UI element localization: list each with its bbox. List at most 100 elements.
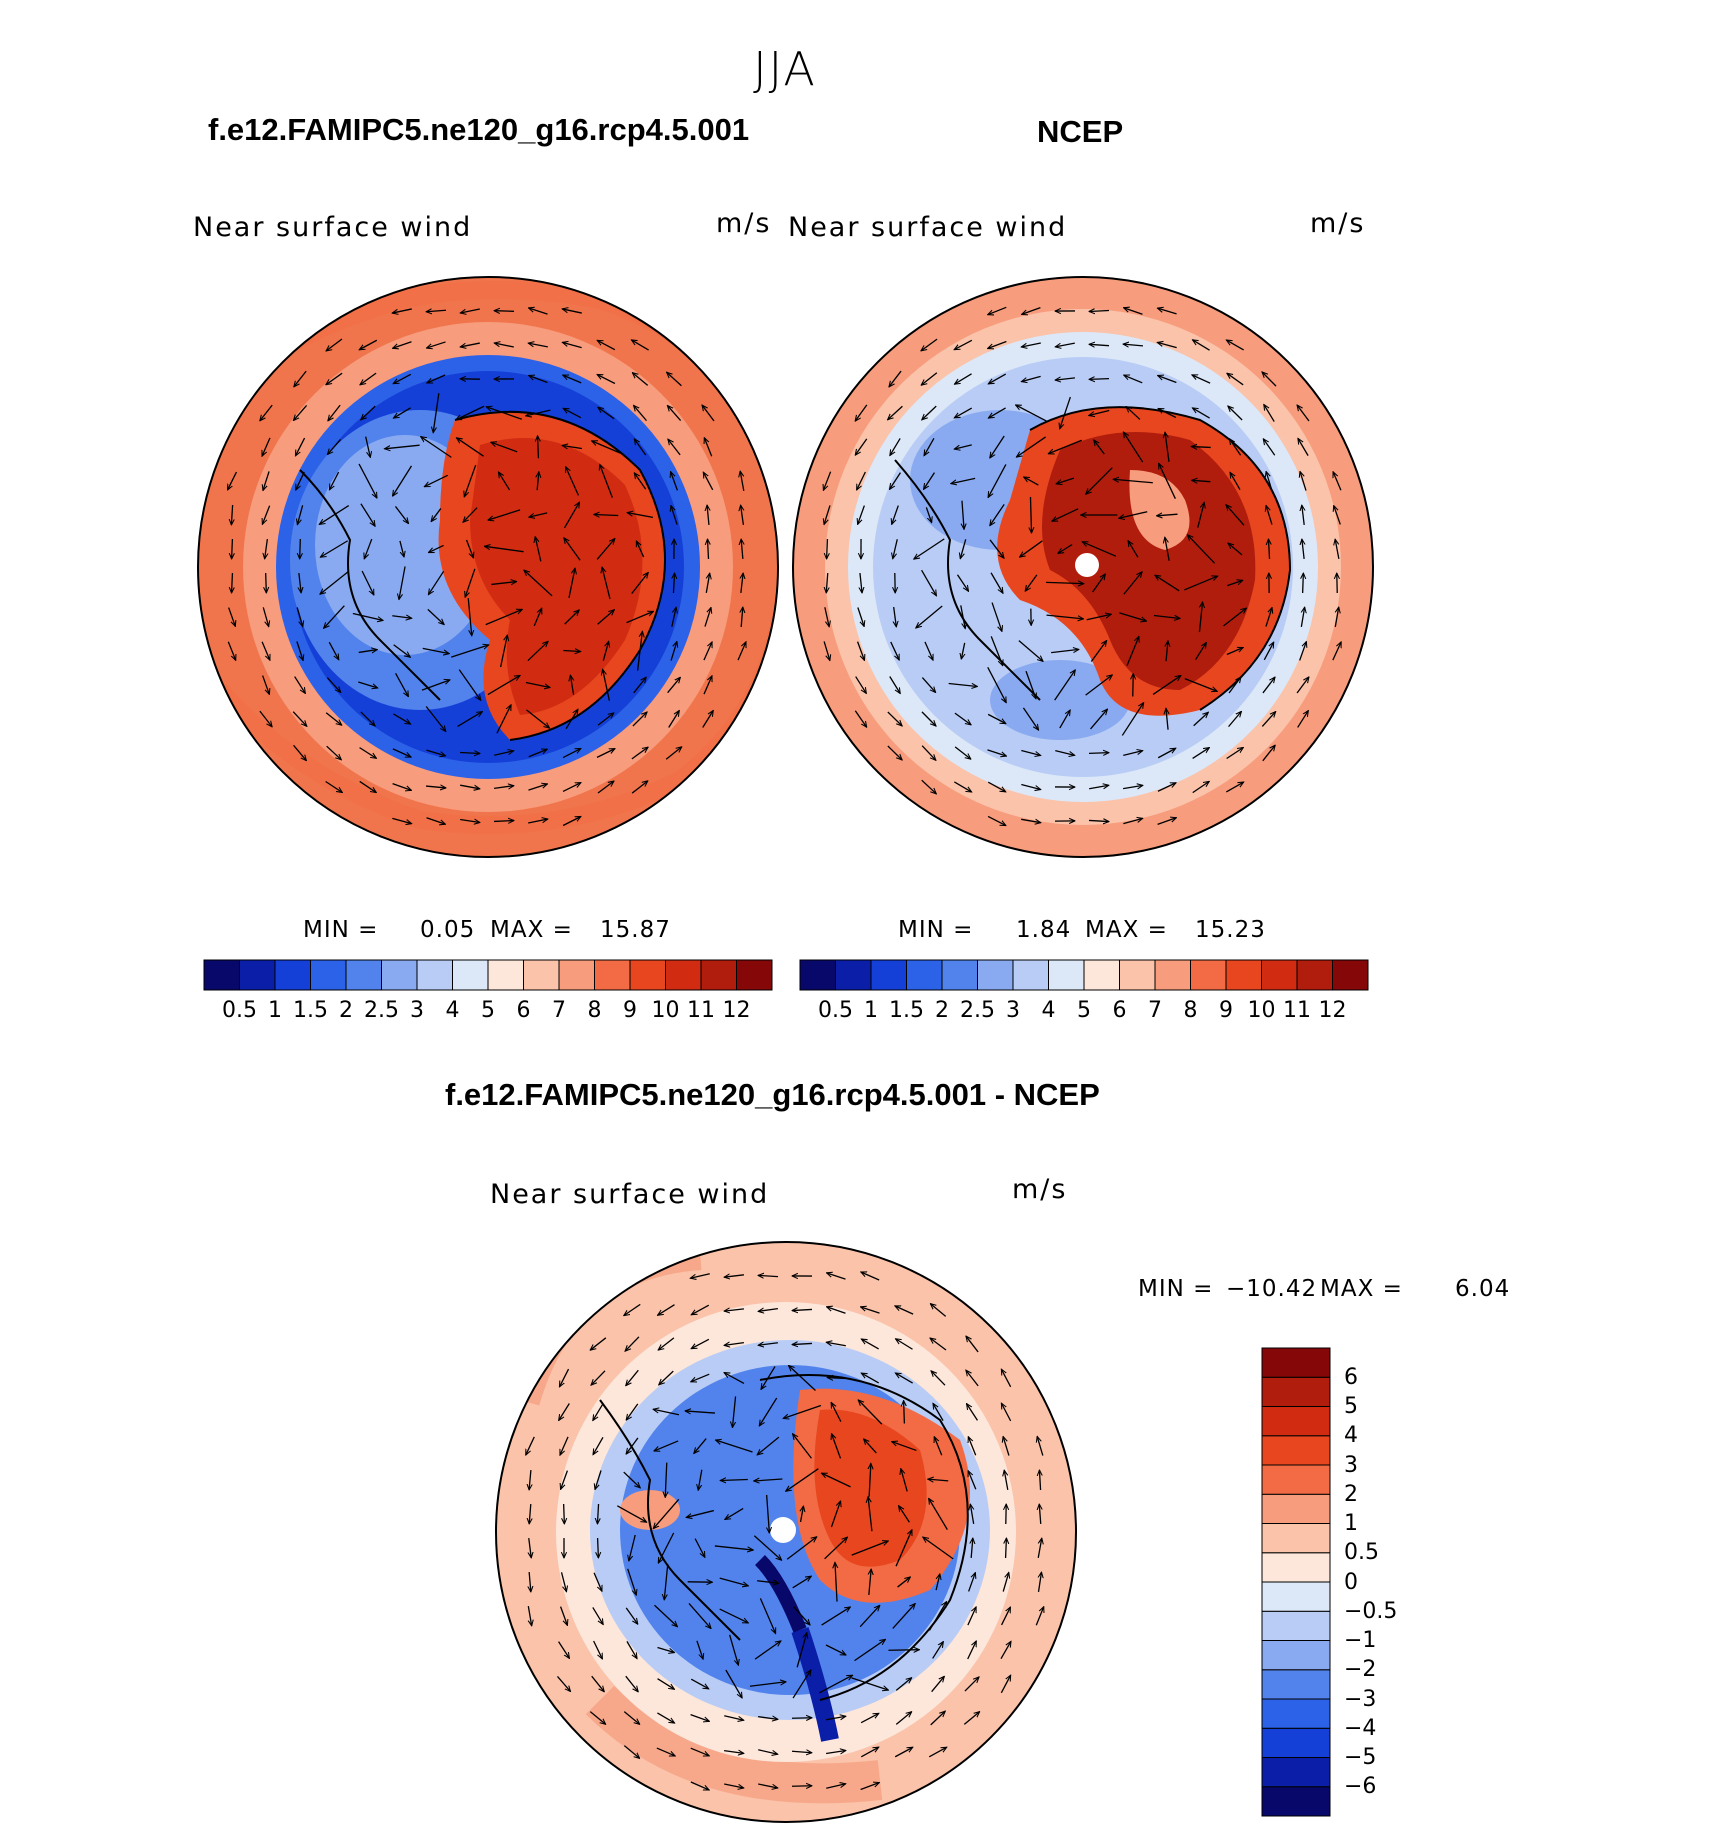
- panel2-colorbar-color-box: [1332, 959, 1369, 991]
- panel1-colorbar-color-box: [487, 959, 524, 991]
- panel2-colorbar: [799, 959, 1369, 991]
- panel3-colorbar-tick-label: −3: [1344, 1686, 1377, 1712]
- panel2-colorbar-color-box: [977, 959, 1014, 991]
- panel2-colorbar-color-box: [1225, 959, 1262, 991]
- panel2-colorbar-tick-label: 4: [1041, 998, 1056, 1023]
- panel2-colorbar-color-box: [1296, 959, 1333, 991]
- panel3-colorbar-color-box: [1261, 1347, 1331, 1378]
- panel2-colorbar-tick-label: 6: [1112, 998, 1127, 1023]
- panel2-colorbar-tick-label: 2: [935, 998, 949, 1023]
- panel1-min-value: 0.05: [420, 917, 476, 943]
- panel3-colorbar-color-box: [1261, 1464, 1331, 1495]
- panel3-colorbar: [1261, 1347, 1331, 1817]
- panel3-colorbar-tick-label: 1: [1344, 1511, 1358, 1536]
- panel3-colorbar-color-box: [1261, 1640, 1331, 1671]
- panel1-colorbar-color-box: [558, 959, 595, 991]
- panel2-colorbar-tick-label: 8: [1183, 998, 1198, 1023]
- panel2-colorbar-color-box: [906, 959, 943, 991]
- panel3-colorbar-color-box: [1261, 1493, 1331, 1524]
- panel1-colorbar-tick-label: 7: [552, 998, 566, 1023]
- panel3-colorbar-color-box: [1261, 1435, 1331, 1466]
- panel2-colorbar-tick-label: 1: [864, 998, 878, 1023]
- panel3-colorbar-color-box: [1261, 1610, 1331, 1641]
- panel3-colorbar-color-box: [1261, 1698, 1331, 1729]
- panel3-max-value: 6.04: [1455, 1276, 1511, 1302]
- panel2-max-value: 15.23: [1195, 917, 1266, 943]
- panel3-max-label: MAX =: [1320, 1276, 1403, 1302]
- panel2-colorbar-color-box: [1154, 959, 1191, 991]
- panel2-colorbar-tick-label: 2.5: [960, 998, 995, 1023]
- panel3-colorbar-tick-label: −1: [1344, 1628, 1377, 1653]
- panel3-colorbar-tick-label: −4: [1344, 1715, 1377, 1741]
- panel1-wind-vectors: [226, 308, 747, 827]
- panel1-units-label: m/s: [716, 208, 772, 239]
- panel3-colorbar-tick-label: 6: [1344, 1364, 1358, 1390]
- panel1-colorbar-color-box: [416, 959, 453, 991]
- panel2-colorbar-tick-label: 11: [1283, 998, 1311, 1023]
- panel2-units-label: m/s: [1310, 208, 1366, 239]
- panel1-colorbar-tick-label: 2: [339, 998, 353, 1023]
- panel3-min-label: MIN =: [1138, 1276, 1214, 1302]
- panel3-colorbar-color-box: [1261, 1669, 1331, 1700]
- panel2-colorbar-color-box: [1119, 959, 1156, 991]
- panel2-colorbar-tick-label: 0.5: [818, 998, 853, 1023]
- panel2-colorbar-color-box: [1012, 959, 1049, 991]
- panel1-colorbar-tick-label: 12: [722, 998, 751, 1023]
- panel3-colorbar-tick-label: −5: [1344, 1745, 1377, 1770]
- panel1-title: f.e12.FAMIPC5.ne120_g16.rcp4.5.001: [208, 112, 750, 147]
- panel2-colorbar-tick-label: 3: [1006, 998, 1020, 1023]
- panel1-colorbar-color-box: [452, 959, 489, 991]
- panel1-colorbar-color-box: [665, 959, 702, 991]
- panel1-colorbar-tick-label: 5: [481, 998, 495, 1023]
- panel1-colorbar: [203, 959, 773, 991]
- panel3-colorbar-tick-label: −6: [1344, 1774, 1377, 1800]
- panel1-colorbar-color-box: [381, 959, 418, 991]
- panel3-colorbar-color-box: [1261, 1406, 1331, 1437]
- panel2-min-value: 1.84: [1016, 917, 1072, 943]
- panel3-variable-label: Near surface wind: [490, 1179, 770, 1210]
- panel2-min-label: MIN =: [898, 917, 974, 943]
- panel1-colorbar-tick-label: 1: [268, 998, 282, 1023]
- panel3-colorbar-tick-label: −2: [1344, 1657, 1377, 1683]
- panel1-colorbar-color-box: [700, 959, 737, 991]
- panel3-colorbar-tick-label: 0.5: [1344, 1540, 1379, 1566]
- panel1-map-border: [197, 276, 779, 858]
- panel1-colorbar-tick-label: 0.5: [222, 998, 257, 1023]
- panel2-colorbar-color-box: [1083, 959, 1120, 991]
- panel2-colorbar-color-box: [1048, 959, 1085, 991]
- panel3-colorbar-color-box: [1261, 1376, 1331, 1407]
- panel1-colorbar-tick-label: 6: [516, 998, 531, 1023]
- panel1-map: [198, 277, 778, 857]
- panel2-wind-vectors: [823, 307, 1342, 825]
- panel3-wind-vectors: [525, 1271, 1044, 1791]
- panel2-colorbar-tick-label: 7: [1148, 998, 1162, 1023]
- panel2-colorbar-color-box: [870, 959, 907, 991]
- panel3-colorbar-tick-label: 2: [1344, 1481, 1358, 1507]
- panel1-variable-label: Near surface wind: [193, 212, 473, 243]
- panel1-min-label: MIN =: [303, 917, 379, 943]
- panel2-colorbar-tick-label: 12: [1318, 998, 1347, 1023]
- panel2-colorbar-tick-label: 10: [1247, 998, 1276, 1023]
- panel1-max-label: MAX =: [490, 917, 573, 943]
- panel3-colorbar-tick-label: 3: [1344, 1452, 1358, 1478]
- panel3-map-border: [495, 1241, 1077, 1823]
- panel3-min-value: −10.42: [1226, 1276, 1318, 1302]
- panel1-colorbar-color-box: [239, 959, 276, 991]
- panel2-variable-label: Near surface wind: [788, 212, 1068, 243]
- panel1-colorbar-color-box: [203, 959, 240, 991]
- panel2-max-label: MAX =: [1085, 917, 1168, 943]
- panel1-colorbar-tick-label: 1.5: [293, 998, 328, 1023]
- panel1-colorbar-tick-label: 10: [651, 998, 680, 1023]
- panel1-colorbar-tick-label: 11: [687, 998, 715, 1023]
- panel1-colorbar-color-box: [274, 959, 311, 991]
- panel3-colorbar-color-box: [1261, 1786, 1331, 1817]
- panel1-colorbar-tick-label: 3: [410, 998, 424, 1023]
- panel1-colorbar-color-box: [345, 959, 382, 991]
- panel1-colorbar-color-box: [310, 959, 347, 991]
- panel1-colorbar-color-box: [594, 959, 631, 991]
- panel3-colorbar-color-box: [1261, 1727, 1331, 1758]
- panel2-title: NCEP: [1037, 114, 1124, 149]
- panel2-colorbar-tick-label: 1.5: [889, 998, 924, 1023]
- panel1-max-value: 15.87: [600, 917, 671, 943]
